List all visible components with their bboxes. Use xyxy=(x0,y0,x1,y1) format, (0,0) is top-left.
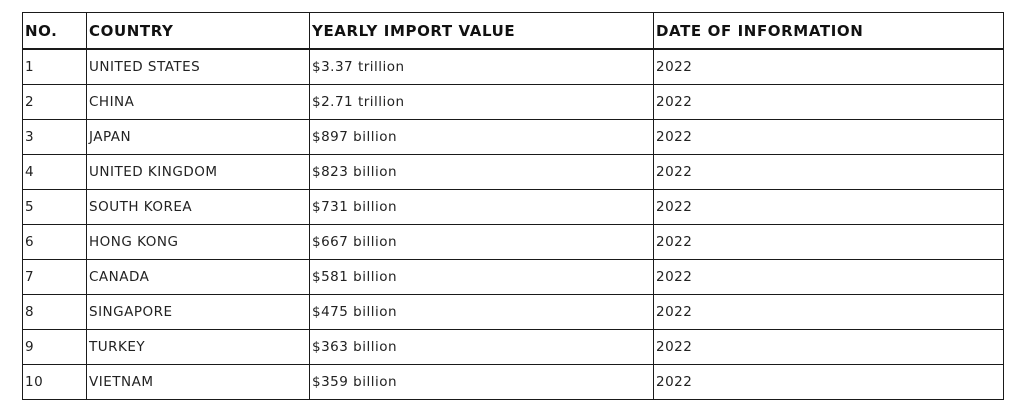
table-row: 1 UNITED STATES $3.37 trillion 2022 xyxy=(22,48,1004,85)
cell-import-value: $475 billion xyxy=(309,294,654,330)
cell-import-value: $897 billion xyxy=(309,119,654,155)
header-country: COUNTRY xyxy=(86,12,310,50)
cell-no: 5 xyxy=(22,189,87,225)
cell-no: 2 xyxy=(22,84,87,120)
cell-no: 4 xyxy=(22,154,87,190)
cell-date: 2022 xyxy=(653,154,1004,190)
cell-import-value: $3.37 trillion xyxy=(309,48,654,85)
cell-no: 1 xyxy=(22,48,87,85)
cell-date: 2022 xyxy=(653,84,1004,120)
cell-no: 8 xyxy=(22,294,87,330)
cell-no: 7 xyxy=(22,259,87,295)
cell-import-value: $2.71 trillion xyxy=(309,84,654,120)
table-row: 4 UNITED KINGDOM $823 billion 2022 xyxy=(22,154,1004,190)
cell-no: 9 xyxy=(22,329,87,365)
cell-date: 2022 xyxy=(653,224,1004,260)
cell-import-value: $363 billion xyxy=(309,329,654,365)
cell-country: SOUTH KOREA xyxy=(86,189,310,225)
table-header: NO. COUNTRY YEARLY IMPORT VALUE DATE OF … xyxy=(22,12,1004,50)
table-row: 7 CANADA $581 billion 2022 xyxy=(22,259,1004,295)
cell-country: TURKEY xyxy=(86,329,310,365)
table-row: 5 SOUTH KOREA $731 billion 2022 xyxy=(22,189,1004,225)
table-row: 3 JAPAN $897 billion 2022 xyxy=(22,119,1004,155)
header-date-of-information: DATE OF INFORMATION xyxy=(653,12,1004,50)
header-no: NO. xyxy=(22,12,87,50)
cell-country: HONG KONG xyxy=(86,224,310,260)
cell-import-value: $581 billion xyxy=(309,259,654,295)
table-row: 8 SINGAPORE $475 billion 2022 xyxy=(22,294,1004,330)
cell-date: 2022 xyxy=(653,119,1004,155)
cell-no: 6 xyxy=(22,224,87,260)
cell-date: 2022 xyxy=(653,364,1004,400)
table-row: 6 HONG KONG $667 billion 2022 xyxy=(22,224,1004,260)
cell-country: VIETNAM xyxy=(86,364,310,400)
cell-no: 10 xyxy=(22,364,87,400)
cell-import-value: $359 billion xyxy=(309,364,654,400)
cell-country: UNITED STATES xyxy=(86,48,310,85)
cell-country: CHINA xyxy=(86,84,310,120)
cell-country: UNITED KINGDOM xyxy=(86,154,310,190)
cell-country: JAPAN xyxy=(86,119,310,155)
table-row: 2 CHINA $2.71 trillion 2022 xyxy=(22,84,1004,120)
header-yearly-import-value: YEARLY IMPORT VALUE xyxy=(309,12,654,50)
table-row: 9 TURKEY $363 billion 2022 xyxy=(22,329,1004,365)
cell-import-value: $667 billion xyxy=(309,224,654,260)
import-table: NO. COUNTRY YEARLY IMPORT VALUE DATE OF … xyxy=(22,12,1004,400)
cell-date: 2022 xyxy=(653,294,1004,330)
cell-country: SINGAPORE xyxy=(86,294,310,330)
cell-import-value: $823 billion xyxy=(309,154,654,190)
header-row: NO. COUNTRY YEARLY IMPORT VALUE DATE OF … xyxy=(22,12,1004,50)
table-row: 10 VIETNAM $359 billion 2022 xyxy=(22,364,1004,400)
cell-no: 3 xyxy=(22,119,87,155)
cell-date: 2022 xyxy=(653,48,1004,85)
cell-date: 2022 xyxy=(653,189,1004,225)
table-container: NO. COUNTRY YEARLY IMPORT VALUE DATE OF … xyxy=(22,12,1004,400)
cell-country: CANADA xyxy=(86,259,310,295)
cell-date: 2022 xyxy=(653,329,1004,365)
table-body: 1 UNITED STATES $3.37 trillion 2022 2 CH… xyxy=(22,48,1004,400)
cell-date: 2022 xyxy=(653,259,1004,295)
cell-import-value: $731 billion xyxy=(309,189,654,225)
